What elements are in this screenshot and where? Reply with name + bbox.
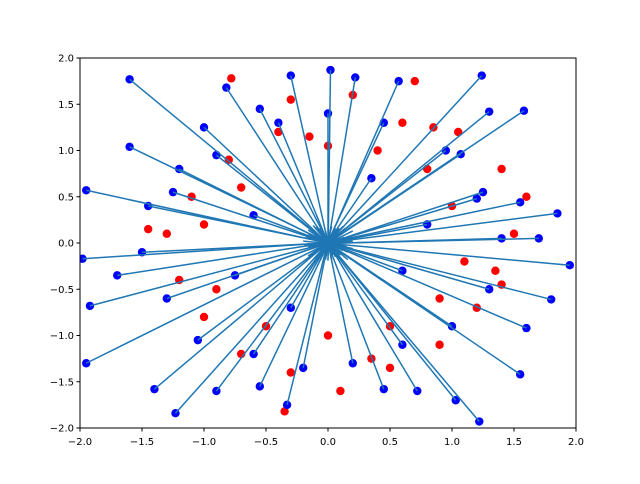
x-tick-label: 2.0 [568,437,584,448]
segment [215,154,340,253]
y-tick-label: −1.0 [50,331,74,342]
point [410,76,419,86]
segment [302,229,332,369]
y-tick-label: 0.5 [58,192,74,203]
point [224,155,233,164]
x-tick-label: 1.0 [444,437,460,448]
point [237,183,246,192]
segment [290,75,333,260]
segment [322,177,373,250]
point [199,220,209,229]
y-tick-label: −0.5 [50,285,74,296]
y-tick-label: −2.0 [50,424,74,435]
point [305,132,314,141]
segment [252,231,337,355]
point [435,294,444,303]
segment [307,233,527,329]
point [227,74,236,83]
segment [303,240,570,266]
segment [306,237,539,245]
point [509,229,519,238]
y-tick-label: 1.5 [58,100,74,111]
point [385,363,395,373]
segment [203,126,341,256]
segment [312,75,483,261]
x-tick-label: 1.5 [506,437,522,448]
y-tick-label: 2.0 [58,54,74,65]
segment [315,149,447,253]
segment [277,122,334,256]
segment [320,239,403,272]
segment [311,237,490,290]
x-tick-label: 0.0 [320,437,336,448]
point [199,312,209,322]
point [286,95,295,104]
segment [215,227,340,392]
segment [312,224,480,423]
segment [225,87,339,260]
point [144,224,153,234]
segment [89,235,352,307]
segment [234,238,339,277]
point [423,164,432,174]
x-tick-label: −2.0 [68,437,92,448]
segment [290,236,333,309]
x-tick-label: −0.5 [254,437,278,448]
y-tick-label: 1.0 [58,146,74,157]
segment [311,191,484,250]
point [280,407,289,416]
plot-area [80,65,574,426]
point [491,266,500,275]
point [286,368,295,377]
segment [321,227,385,390]
segment [324,77,357,260]
segment [117,238,350,277]
y-tick-label: 0.0 [58,239,74,250]
point [522,192,531,201]
segment [324,230,354,364]
point [497,164,506,174]
point [398,118,407,127]
point [162,229,171,238]
point [274,127,283,137]
segment [85,230,354,364]
x-tick-label: 0.5 [382,437,398,448]
segment [321,122,385,256]
point [460,257,469,266]
point [435,340,444,349]
segment [307,110,525,257]
y-tick-label: −1.5 [50,377,74,388]
point [274,118,283,127]
point [336,386,345,396]
x-tick-label: −1.5 [130,437,154,448]
segment [286,226,333,406]
point [212,285,221,294]
segment [315,234,453,327]
segment [319,232,404,346]
segment [178,168,344,252]
point [373,146,382,155]
segment [148,205,347,248]
point [454,127,463,137]
x-tick-label: −1.0 [192,437,216,448]
point [282,400,292,410]
point [323,331,333,340]
